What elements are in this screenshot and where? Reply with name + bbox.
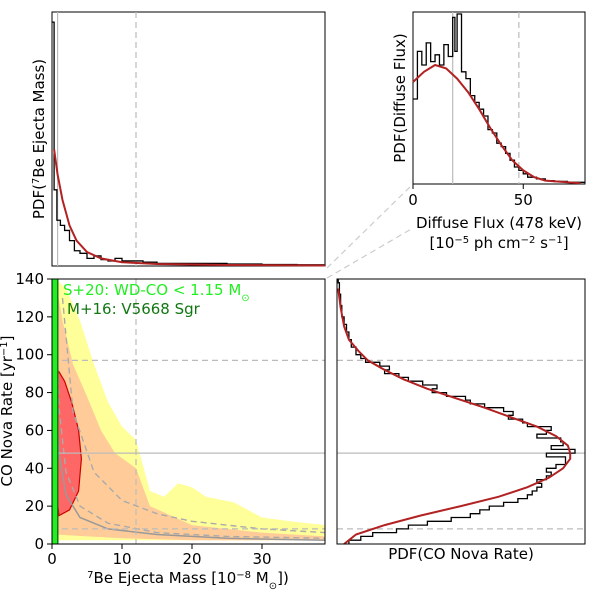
rate-ytick-label: 80 [25, 384, 44, 402]
rate-vs-mass-ticks: 0 10 20 30 0 20 40 60 80 100 120 140 [15, 270, 271, 568]
mass-pdf-ylabel: PDF(7Be Ejecta Mass) [30, 59, 48, 219]
rate-vs-mass-panel: 0 10 20 30 0 20 40 60 80 100 120 140 S+20: WD-CO < … [0, 270, 326, 591]
mass-xtick-label: 30 [252, 550, 271, 568]
v5668-sgr-bar [57, 279, 59, 544]
mass-pdf-histogram [52, 21, 325, 266]
legend-wd-co: S+20: WD-CO < 1.15 M⊙ [63, 281, 250, 304]
connector-line [326, 183, 414, 269]
wd-co-limit-bar [52, 279, 57, 544]
rate-ytick-label: 0 [34, 535, 44, 553]
inner-credible-band [55, 279, 325, 541]
dashed-curve [61, 297, 325, 534]
rate-ytick-label: 20 [25, 497, 44, 515]
rate-ytick-label: 120 [15, 308, 44, 326]
rate-ytick-label: 140 [15, 270, 44, 288]
diffuse-flux-xtick-label: 50 [514, 191, 533, 209]
rate-pdf-reflines [337, 359, 585, 530]
rate-pdf-panel: PDF(CO Nova Rate) [336, 278, 586, 563]
diffuse-flux-frame [412, 11, 586, 185]
rate-ytick-label: 60 [25, 421, 44, 439]
mass-pdf-vlines [56, 12, 137, 266]
diffuse-flux-xtick-label: 0 [408, 191, 418, 209]
connector-line [326, 227, 414, 279]
diffuse-flux-ticks: 0 50 [408, 184, 533, 209]
dashed-curves [54, 288, 325, 539]
mass-pdf-fit-curve [53, 149, 326, 267]
diffuse-flux-inset: 0 50 PDF(Diffuse Flux) Diffuse Flux (478 … [391, 11, 586, 252]
rate-vs-mass-frame [51, 278, 326, 545]
mass-xlabel: 7Be Ejecta Mass [10−8 M⊙]) [87, 569, 289, 591]
diffuse-flux-xlabel-units: [10−5 ph cm−2 s−1] [429, 234, 568, 252]
rate-pdf-xlabel: PDF(CO Nova Rate) [388, 545, 534, 563]
legend-v5668-sgr: M+16: V5668 Sgr [67, 300, 201, 318]
rate-pdf-fit-curve [337, 288, 572, 545]
diffuse-flux-vlines [452, 12, 520, 184]
dashed-curve [54, 288, 325, 539]
mass-pdf-panel: PDF(7Be Ejecta Mass) [30, 11, 326, 267]
diffuse-flux-fit-curve [412, 63, 581, 185]
mass-xtick-label: 10 [112, 550, 131, 568]
median-curve [54, 377, 325, 541]
mass-xtick-label: 0 [47, 550, 57, 568]
diffuse-flux-xlabel: Diffuse Flux (478 keV) [416, 214, 582, 232]
mass-xtick-label: 20 [182, 550, 201, 568]
rate-ylabel: CO Nova Rate [yr−1] [0, 336, 16, 487]
rate-ytick-label: 40 [25, 459, 44, 477]
diffuse-flux-histogram [413, 13, 585, 183]
diffuse-flux-ylabel: PDF(Diffuse Flux) [391, 33, 409, 162]
mass-pdf-frame [51, 11, 326, 267]
rate-pdf-frame [336, 278, 586, 545]
rate-pdf-histogram [337, 279, 576, 544]
rate-ytick-label: 100 [15, 346, 44, 364]
zoom-connector-lines [326, 183, 414, 279]
